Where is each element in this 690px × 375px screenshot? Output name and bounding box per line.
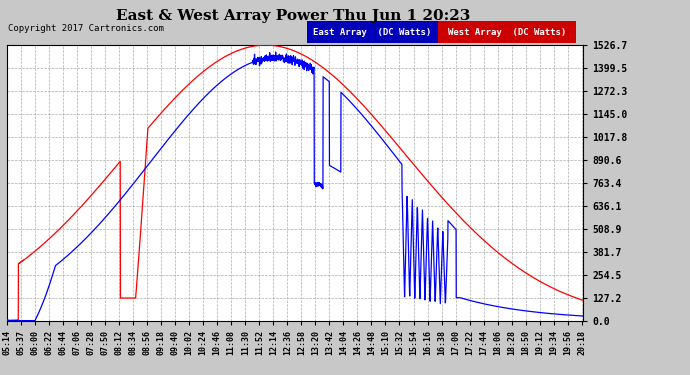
Text: East Array  (DC Watts): East Array (DC Watts) (313, 28, 432, 37)
Text: West Array  (DC Watts): West Array (DC Watts) (448, 28, 566, 37)
Text: Copyright 2017 Cartronics.com: Copyright 2017 Cartronics.com (8, 24, 164, 33)
Text: East & West Array Power Thu Jun 1 20:23: East & West Array Power Thu Jun 1 20:23 (116, 9, 471, 23)
